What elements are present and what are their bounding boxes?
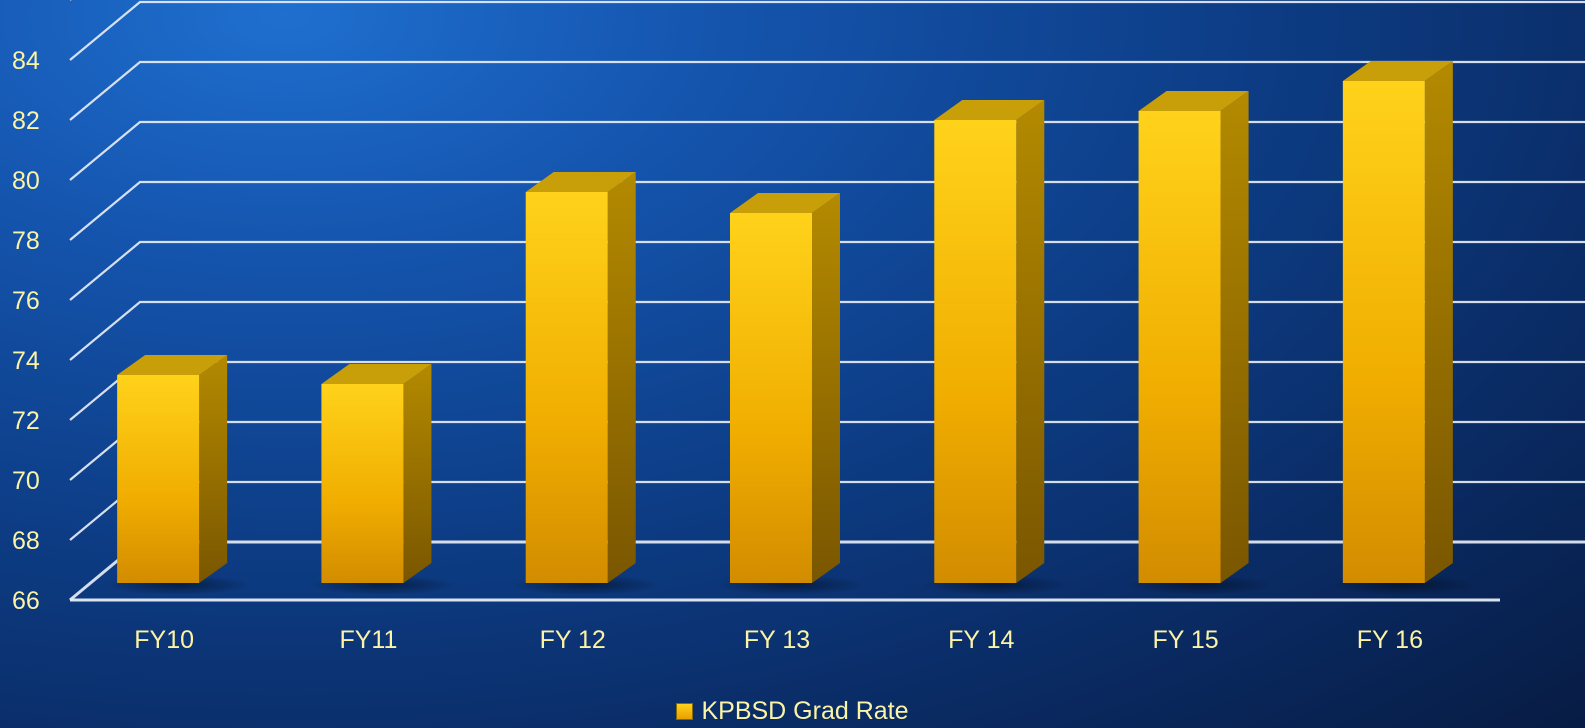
bar-top-FY10 [117, 355, 228, 375]
y-tick-label: 78 [12, 227, 40, 255]
bar-FY 16 [1342, 81, 1425, 583]
bar-FY 12 [525, 192, 608, 583]
gridline-78 [69, 180, 1585, 241]
legend-swatch [676, 702, 694, 720]
bar-FY 13 [730, 213, 812, 583]
bar-layer [104, 61, 1478, 595]
label-layer: 66 68 70 72 74 76 78 80 82 84 FY10 FY11 FY 12 FY 13 FY… [12, 47, 1423, 654]
bar-top-FY 16 [1342, 61, 1453, 81]
y-tick-label: 70 [12, 467, 40, 495]
y-tick-label: 76 [12, 287, 40, 315]
bar-side-FY11 [403, 364, 432, 583]
y-tick-label: 68 [12, 527, 40, 555]
x-tick-label: FY11 [339, 626, 397, 654]
bar-FY11 [321, 384, 404, 583]
x-tick-label: FY 12 [540, 626, 606, 654]
gridline-82 [69, 60, 1585, 121]
x-tick-label: FY 16 [1357, 626, 1423, 654]
bar-FY10 [117, 375, 200, 583]
y-tick-label: 82 [12, 107, 40, 135]
bar-side-FY10 [199, 355, 228, 583]
gridline-84 [69, 0, 1585, 61]
x-tick-label: FY 13 [744, 626, 810, 654]
x-tick-label: FY10 [134, 626, 194, 654]
bar-top-FY 13 [730, 193, 840, 213]
y-tick-label: 72 [12, 407, 40, 435]
legend-label: KPBSD Grad Rate [701, 697, 909, 725]
bar-top-FY 14 [934, 100, 1045, 120]
bar-top-FY 12 [525, 172, 636, 192]
y-tick-label: 80 [12, 167, 40, 195]
bar-side-FY 16 [1424, 61, 1453, 583]
bar-top-FY 15 [1138, 91, 1249, 111]
bar-FY 15 [1138, 111, 1221, 583]
bar-top-FY11 [321, 364, 432, 384]
y-tick-label: 84 [12, 47, 40, 75]
bar-side-FY 13 [812, 193, 840, 583]
y-tick-label: 74 [12, 347, 40, 375]
grid-layer [69, 0, 1585, 602]
legend: KPBSD Grad Rate [0, 696, 1585, 726]
x-tick-label: FY 15 [1152, 626, 1218, 654]
bar-side-FY 12 [607, 172, 636, 583]
y-tick-label: 66 [12, 587, 40, 615]
bar-side-FY 14 [1016, 100, 1045, 583]
gridline-74 [69, 300, 1585, 361]
x-tick-label: FY 14 [948, 626, 1014, 654]
bar-FY 14 [934, 120, 1017, 583]
gridline-76 [69, 240, 1585, 301]
bar-side-FY 15 [1220, 91, 1249, 583]
gridline-80 [69, 120, 1585, 181]
